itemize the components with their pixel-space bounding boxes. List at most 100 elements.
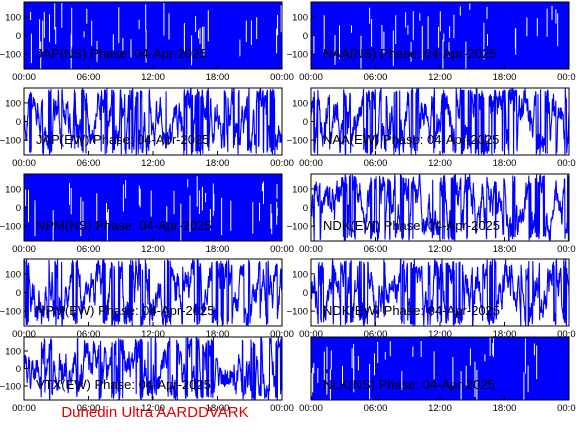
phase-panel: 1000−10000:0006:0012:0018:0000:00NDK(EW)… xyxy=(287,258,576,340)
phase-panel: 1000−10000:0006:0012:0018:0000:00NAA(EW)… xyxy=(287,87,576,169)
y-tick-label: −100 xyxy=(287,307,308,318)
x-tick-label: 12:00 xyxy=(141,244,165,255)
y-tick-label: 0 xyxy=(16,364,21,375)
phase-series-line xyxy=(311,88,569,155)
x-tick-label: 06:00 xyxy=(364,244,388,255)
x-tick-label: 00:00 xyxy=(299,158,323,169)
y-tick-label: −100 xyxy=(287,50,308,61)
panel-title: NDK(EW) Phase: 04-Apr-2025 xyxy=(323,218,500,233)
panel-title: NLK(NS) Phase: 04-Apr-2025 xyxy=(323,377,495,392)
x-tick-label: 00:00 xyxy=(12,403,36,414)
x-tick-label: 12:00 xyxy=(141,72,165,83)
footer-caption: Dunedin Ultra AARDDVARK xyxy=(61,404,249,421)
x-tick-label: 00:00 xyxy=(270,72,294,83)
y-tick-label: −100 xyxy=(0,136,21,147)
y-tick-label: 0 xyxy=(303,117,308,128)
x-tick-label: 06:00 xyxy=(364,329,388,340)
x-tick-label: 00:00 xyxy=(270,244,294,255)
phase-panel: 1000−10000:0006:0012:0018:0000:00NAA(NS)… xyxy=(287,1,576,83)
phase-fill xyxy=(24,174,282,241)
phase-panel: 1000−10000:0006:0012:0018:0000:00NDK(EW)… xyxy=(287,173,576,255)
x-tick-label: 12:00 xyxy=(141,403,165,414)
x-tick-label: 18:00 xyxy=(206,403,230,414)
x-tick-label: 18:00 xyxy=(206,72,230,83)
y-tick-label: 0 xyxy=(303,203,308,214)
y-tick-label: −100 xyxy=(0,382,21,393)
x-tick-label: 12:00 xyxy=(428,329,452,340)
phase-series-line xyxy=(24,259,282,326)
x-tick-label: 00:00 xyxy=(270,329,294,340)
panel-title: NAA(EW) Phase: 04-Apr-2025 xyxy=(323,132,499,147)
x-tick-label: 06:00 xyxy=(77,72,101,83)
panel-title: VTX(EW) Phase: 04-Apr-2025 xyxy=(36,377,211,392)
y-tick-label: 100 xyxy=(5,347,21,358)
x-tick-label: 18:00 xyxy=(493,72,517,83)
x-tick-label: 06:00 xyxy=(77,158,101,169)
x-tick-label: 06:00 xyxy=(77,329,101,340)
x-tick-label: 00:00 xyxy=(270,158,294,169)
panel-title: NPM(NS) Phase: 04-Apr-2025 xyxy=(36,218,212,233)
y-tick-label: 100 xyxy=(292,98,308,109)
y-tick-label: 0 xyxy=(303,31,308,42)
phase-series-line xyxy=(311,259,569,326)
x-tick-label: 12:00 xyxy=(428,158,452,169)
x-tick-label: 06:00 xyxy=(77,244,101,255)
phase-series-line xyxy=(24,88,282,155)
x-tick-label: 00:00 xyxy=(299,72,323,83)
x-tick-label: 12:00 xyxy=(428,403,452,414)
phase-gaps xyxy=(25,176,278,241)
x-tick-label: 06:00 xyxy=(77,403,101,414)
y-tick-label: −100 xyxy=(0,307,21,318)
y-tick-label: 100 xyxy=(292,184,308,195)
y-tick-label: 100 xyxy=(5,98,21,109)
x-tick-label: 18:00 xyxy=(206,244,230,255)
y-tick-label: 0 xyxy=(303,288,308,299)
x-tick-label: 00:00 xyxy=(557,158,576,169)
phase-gaps xyxy=(30,3,282,69)
x-tick-label: 00:00 xyxy=(12,72,36,83)
x-tick-label: 06:00 xyxy=(364,72,388,83)
y-tick-label: 0 xyxy=(16,203,21,214)
y-tick-label: 0 xyxy=(16,31,21,42)
y-tick-label: −100 xyxy=(0,50,21,61)
phase-series-line xyxy=(24,337,282,400)
x-tick-label: 18:00 xyxy=(493,403,517,414)
panel-title: NPM(EW) Phase: 04-Apr-2025 xyxy=(36,303,214,318)
phase-fill xyxy=(24,2,282,69)
y-tick-label: 0 xyxy=(16,117,21,128)
y-tick-label: 100 xyxy=(5,184,21,195)
x-tick-label: 00:00 xyxy=(557,72,576,83)
panel-title: NDK(EW) Phase: 04-Apr-2025 xyxy=(323,303,500,318)
y-tick-label: −100 xyxy=(287,136,308,147)
phase-gaps xyxy=(311,337,538,400)
x-tick-label: 06:00 xyxy=(364,158,388,169)
x-tick-label: 00:00 xyxy=(299,329,323,340)
x-tick-label: 00:00 xyxy=(12,329,36,340)
panel-title: JAP(EW) Phase: 04-Apr-2025 xyxy=(36,132,209,147)
x-tick-label: 18:00 xyxy=(493,329,517,340)
x-tick-label: 00:00 xyxy=(557,244,576,255)
x-tick-label: 18:00 xyxy=(206,329,230,340)
x-tick-label: 06:00 xyxy=(364,403,388,414)
phase-gaps xyxy=(313,3,559,69)
x-tick-label: 00:00 xyxy=(270,403,294,414)
x-tick-label: 12:00 xyxy=(141,158,165,169)
y-tick-label: −100 xyxy=(287,222,308,233)
x-tick-label: 18:00 xyxy=(206,158,230,169)
y-tick-label: 100 xyxy=(5,269,21,280)
x-tick-label: 12:00 xyxy=(141,329,165,340)
y-tick-label: 0 xyxy=(16,288,21,299)
x-tick-label: 12:00 xyxy=(428,244,452,255)
x-tick-label: 00:00 xyxy=(557,329,576,340)
x-tick-label: 00:00 xyxy=(299,244,323,255)
x-tick-label: 00:00 xyxy=(12,244,36,255)
x-tick-label: 00:00 xyxy=(12,158,36,169)
phase-series-line xyxy=(311,174,569,241)
